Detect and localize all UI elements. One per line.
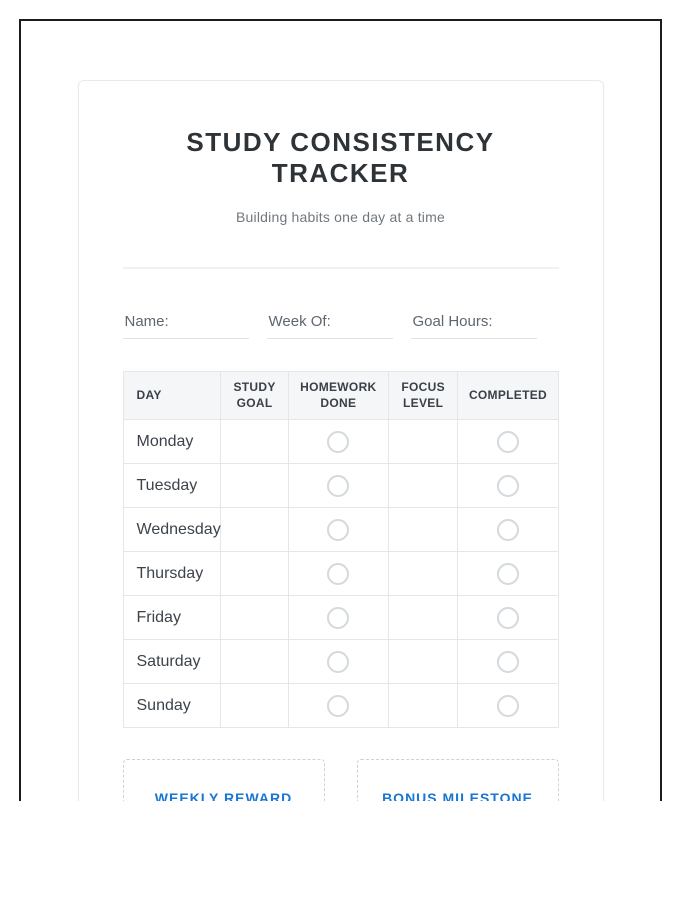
tracker-table: DAY STUDY GOAL HOMEWORK DONE FOCUS LEVEL… [122, 371, 559, 728]
completed-cell [457, 595, 559, 640]
focus-level-cell[interactable] [387, 507, 459, 552]
homework-done-circle[interactable] [327, 430, 350, 453]
week-of-field-label: Week Of: [268, 313, 331, 330]
homework-done-cell [287, 595, 389, 640]
completed-circle[interactable] [496, 474, 519, 497]
completed-cell [457, 683, 559, 728]
focus-level-cell[interactable] [387, 463, 459, 508]
divider [122, 267, 559, 269]
homework-done-circle[interactable] [327, 694, 350, 717]
homework-done-cell [287, 507, 389, 552]
day-label: Wednesday [122, 507, 222, 552]
column-header-completed: COMPLETED [457, 371, 559, 420]
homework-done-cell [287, 683, 389, 728]
column-header-focus-level: FOCUS LEVEL [387, 371, 459, 420]
study-goal-cell[interactable] [220, 551, 289, 596]
completed-circle[interactable] [496, 606, 519, 629]
day-label: Tuesday [122, 463, 222, 508]
completed-cell [457, 639, 559, 684]
reward-section: WEEKLY REWARD Requirement: 5+ Days BONUS… [122, 759, 559, 801]
focus-level-cell[interactable] [387, 595, 459, 640]
goal-hours-field[interactable]: Goal Hours: [410, 313, 537, 339]
table-row: Tuesday [122, 463, 559, 508]
completed-cell [457, 551, 559, 596]
table-row: Monday [122, 419, 559, 464]
homework-done-circle[interactable] [327, 606, 350, 629]
focus-level-cell[interactable] [387, 551, 459, 596]
homework-done-circle[interactable] [327, 474, 350, 497]
study-goal-cell[interactable] [220, 595, 289, 640]
table-row: Sunday [122, 683, 559, 728]
completed-cell [457, 419, 559, 464]
bonus-milestone-box: BONUS MILESTONE Requirement: Perfect Wee… [356, 759, 559, 801]
study-goal-cell[interactable] [220, 639, 289, 684]
day-label: Friday [122, 595, 222, 640]
column-header-day: DAY [122, 371, 222, 420]
name-field-label: Name: [124, 313, 169, 330]
day-label: Sunday [122, 683, 222, 728]
study-goal-cell[interactable] [220, 507, 289, 552]
homework-done-cell [287, 419, 389, 464]
tracker-card: STUDY CONSISTENCY TRACKER Building habit… [77, 80, 604, 801]
completed-circle[interactable] [496, 430, 519, 453]
column-header-study-goal: STUDY GOAL [220, 371, 289, 420]
focus-level-cell[interactable] [387, 639, 459, 684]
homework-done-cell [287, 551, 389, 596]
homework-done-circle[interactable] [327, 518, 350, 541]
table-row: Thursday [122, 551, 559, 596]
page-title: STUDY CONSISTENCY TRACKER [186, 127, 495, 188]
completed-circle[interactable] [496, 518, 519, 541]
column-header-homework-done: HOMEWORK DONE [287, 371, 389, 420]
table-row: Saturday [122, 639, 559, 684]
weekly-reward-title: WEEKLY REWARD [154, 790, 293, 801]
name-field[interactable]: Name: [122, 313, 249, 339]
completed-circle[interactable] [496, 694, 519, 717]
week-of-field[interactable]: Week Of: [266, 313, 393, 339]
goal-hours-field-label: Goal Hours: [412, 313, 493, 330]
homework-done-circle[interactable] [327, 562, 350, 585]
homework-done-circle[interactable] [327, 650, 350, 673]
completed-cell [457, 463, 559, 508]
completed-circle[interactable] [496, 650, 519, 673]
study-goal-cell[interactable] [220, 683, 289, 728]
weekly-reward-box: WEEKLY REWARD Requirement: 5+ Days [122, 759, 325, 801]
info-fields: Name: Week Of: Goal Hours: [122, 313, 559, 339]
study-goal-cell[interactable] [220, 419, 289, 464]
screenshot-frame: STUDY CONSISTENCY TRACKER Building habit… [19, 19, 662, 801]
homework-done-cell [287, 463, 389, 508]
table-header-row: DAY STUDY GOAL HOMEWORK DONE FOCUS LEVEL… [122, 371, 559, 420]
completed-cell [457, 507, 559, 552]
table-row: Wednesday [122, 507, 559, 552]
table-row: Friday [122, 595, 559, 640]
page-subtitle: Building habits one day at a time [236, 209, 445, 225]
homework-done-cell [287, 639, 389, 684]
completed-circle[interactable] [496, 562, 519, 585]
bonus-milestone-title: BONUS MILESTONE [382, 790, 533, 801]
study-goal-cell[interactable] [220, 463, 289, 508]
focus-level-cell[interactable] [387, 419, 459, 464]
focus-level-cell[interactable] [387, 683, 459, 728]
day-label: Thursday [122, 551, 222, 596]
day-label: Monday [122, 419, 222, 464]
day-label: Saturday [122, 639, 222, 684]
